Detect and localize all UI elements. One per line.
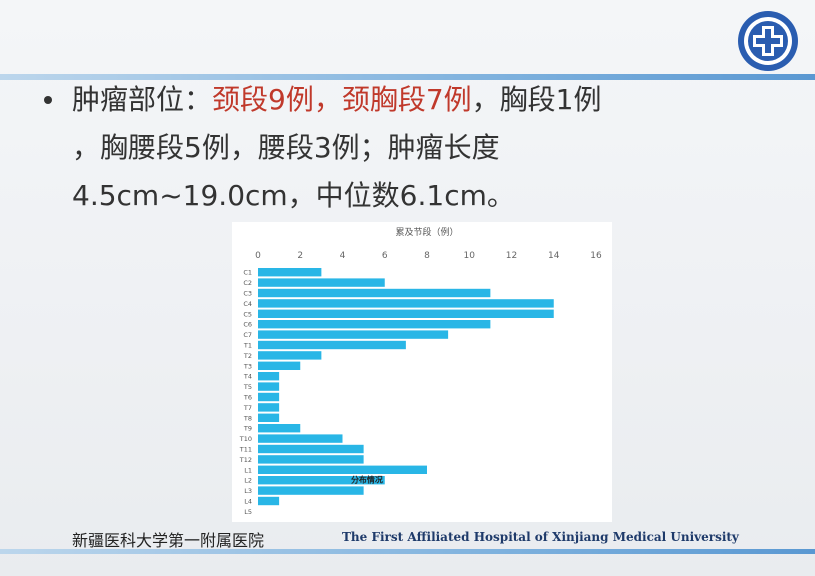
bar-T9 <box>258 424 301 433</box>
bar-L2 <box>258 476 385 485</box>
bar-C3 <box>258 288 491 298</box>
bar-C5 <box>258 309 554 318</box>
y-category-label: T7 <box>243 404 252 412</box>
line1-cervicothoracic: 颈胸段7例 <box>341 83 472 116</box>
y-category-label: T2 <box>243 352 252 360</box>
y-category-label: C6 <box>243 321 252 329</box>
bar-C6 <box>258 320 491 329</box>
x-tick-label: 4 <box>340 251 346 261</box>
bar-L1 <box>258 465 427 474</box>
hospital-logo <box>738 11 798 71</box>
chart-title: 累及节段（例） <box>395 226 458 238</box>
segment-bar-chart: 累及节段（例） 0 2 4 6 8 10 12 14 16 C1 C2 C3 C4 C5 C6 C7 T1 T2… <box>232 222 612 522</box>
x-tick-label: 14 <box>548 251 560 261</box>
header-divider <box>0 74 815 80</box>
content-line-3: 4.5cm~19.0cm，中位数6.1cm。 <box>72 179 515 212</box>
bar-T7 <box>258 403 280 412</box>
y-category-label: L3 <box>244 487 252 495</box>
x-tick-labels: 0 2 4 6 8 10 12 14 16 <box>255 251 602 261</box>
bar-T12 <box>258 455 364 464</box>
y-category-label: L5 <box>244 508 252 516</box>
footer-divider <box>0 549 815 554</box>
y-category-labels: C1 C2 C3 C4 C5 C6 C7 T1 T2 T3 T4 T5 T6 T7 T8 T9 T10 T11 T1… <box>239 269 252 516</box>
y-category-label: C3 <box>243 290 252 298</box>
y-category-label: C4 <box>243 300 252 308</box>
y-category-label: T11 <box>239 446 252 454</box>
x-tick-label: 10 <box>464 251 476 261</box>
content-line-1: 肿瘤部位：颈段9例，颈胸段7例，胸段1例 <box>72 86 602 114</box>
bar-T5 <box>258 382 280 391</box>
line1-cervical: 颈段9例， <box>212 83 342 116</box>
bar-T4 <box>258 372 280 381</box>
x-tick-label: 2 <box>297 251 303 261</box>
y-category-label: T6 <box>243 394 252 402</box>
bullet-dot <box>44 96 52 104</box>
y-category-label: C7 <box>243 331 252 339</box>
bar-T3 <box>258 361 301 370</box>
bar-C2 <box>258 278 385 287</box>
footer-hospital-en: The First Affiliated Hospital of Xinjian… <box>342 530 739 544</box>
y-category-label: T10 <box>239 435 252 443</box>
bar-L4 <box>258 496 280 506</box>
bar-C1 <box>258 268 322 277</box>
x-tick-label: 6 <box>382 251 388 261</box>
bar-T1 <box>258 340 406 350</box>
line1-suffix: ，胸段1例 <box>471 83 602 116</box>
bar-L3 <box>258 486 364 495</box>
bar-C4 <box>258 299 554 308</box>
footer-hospital-cn: 新疆医科大学第一附属医院 <box>72 531 265 550</box>
bars <box>258 268 554 506</box>
y-category-label: L1 <box>244 466 252 474</box>
bar-C7 <box>258 330 449 339</box>
y-category-label: T9 <box>243 425 252 433</box>
x-tick-label: 8 <box>424 251 430 261</box>
chart-annotation: 分布情况 <box>351 475 383 485</box>
bar-T2 <box>258 351 322 360</box>
bar-T10 <box>258 434 343 443</box>
x-tick-label: 16 <box>590 251 602 261</box>
bar-T8 <box>258 413 280 422</box>
x-tick-label: 12 <box>506 251 517 261</box>
y-category-label: T3 <box>243 362 252 370</box>
y-category-label: C1 <box>243 269 252 277</box>
y-category-label: C5 <box>243 310 252 318</box>
y-category-label: T1 <box>243 342 252 350</box>
bar-T11 <box>258 444 364 454</box>
y-category-label: T8 <box>243 414 252 422</box>
x-tick-label: 0 <box>255 251 261 261</box>
y-category-label: T4 <box>243 373 252 381</box>
y-category-label: C2 <box>243 279 252 287</box>
line1-prefix: 肿瘤部位： <box>72 83 213 116</box>
y-category-label: T5 <box>243 383 252 391</box>
y-category-label: L2 <box>244 477 252 485</box>
bar-T6 <box>258 392 280 402</box>
y-category-label: T12 <box>239 456 252 464</box>
y-category-label: L4 <box>244 498 252 506</box>
content-line-2: ，胸腰段5例，腰段3例；肿瘤长度 <box>72 131 500 164</box>
